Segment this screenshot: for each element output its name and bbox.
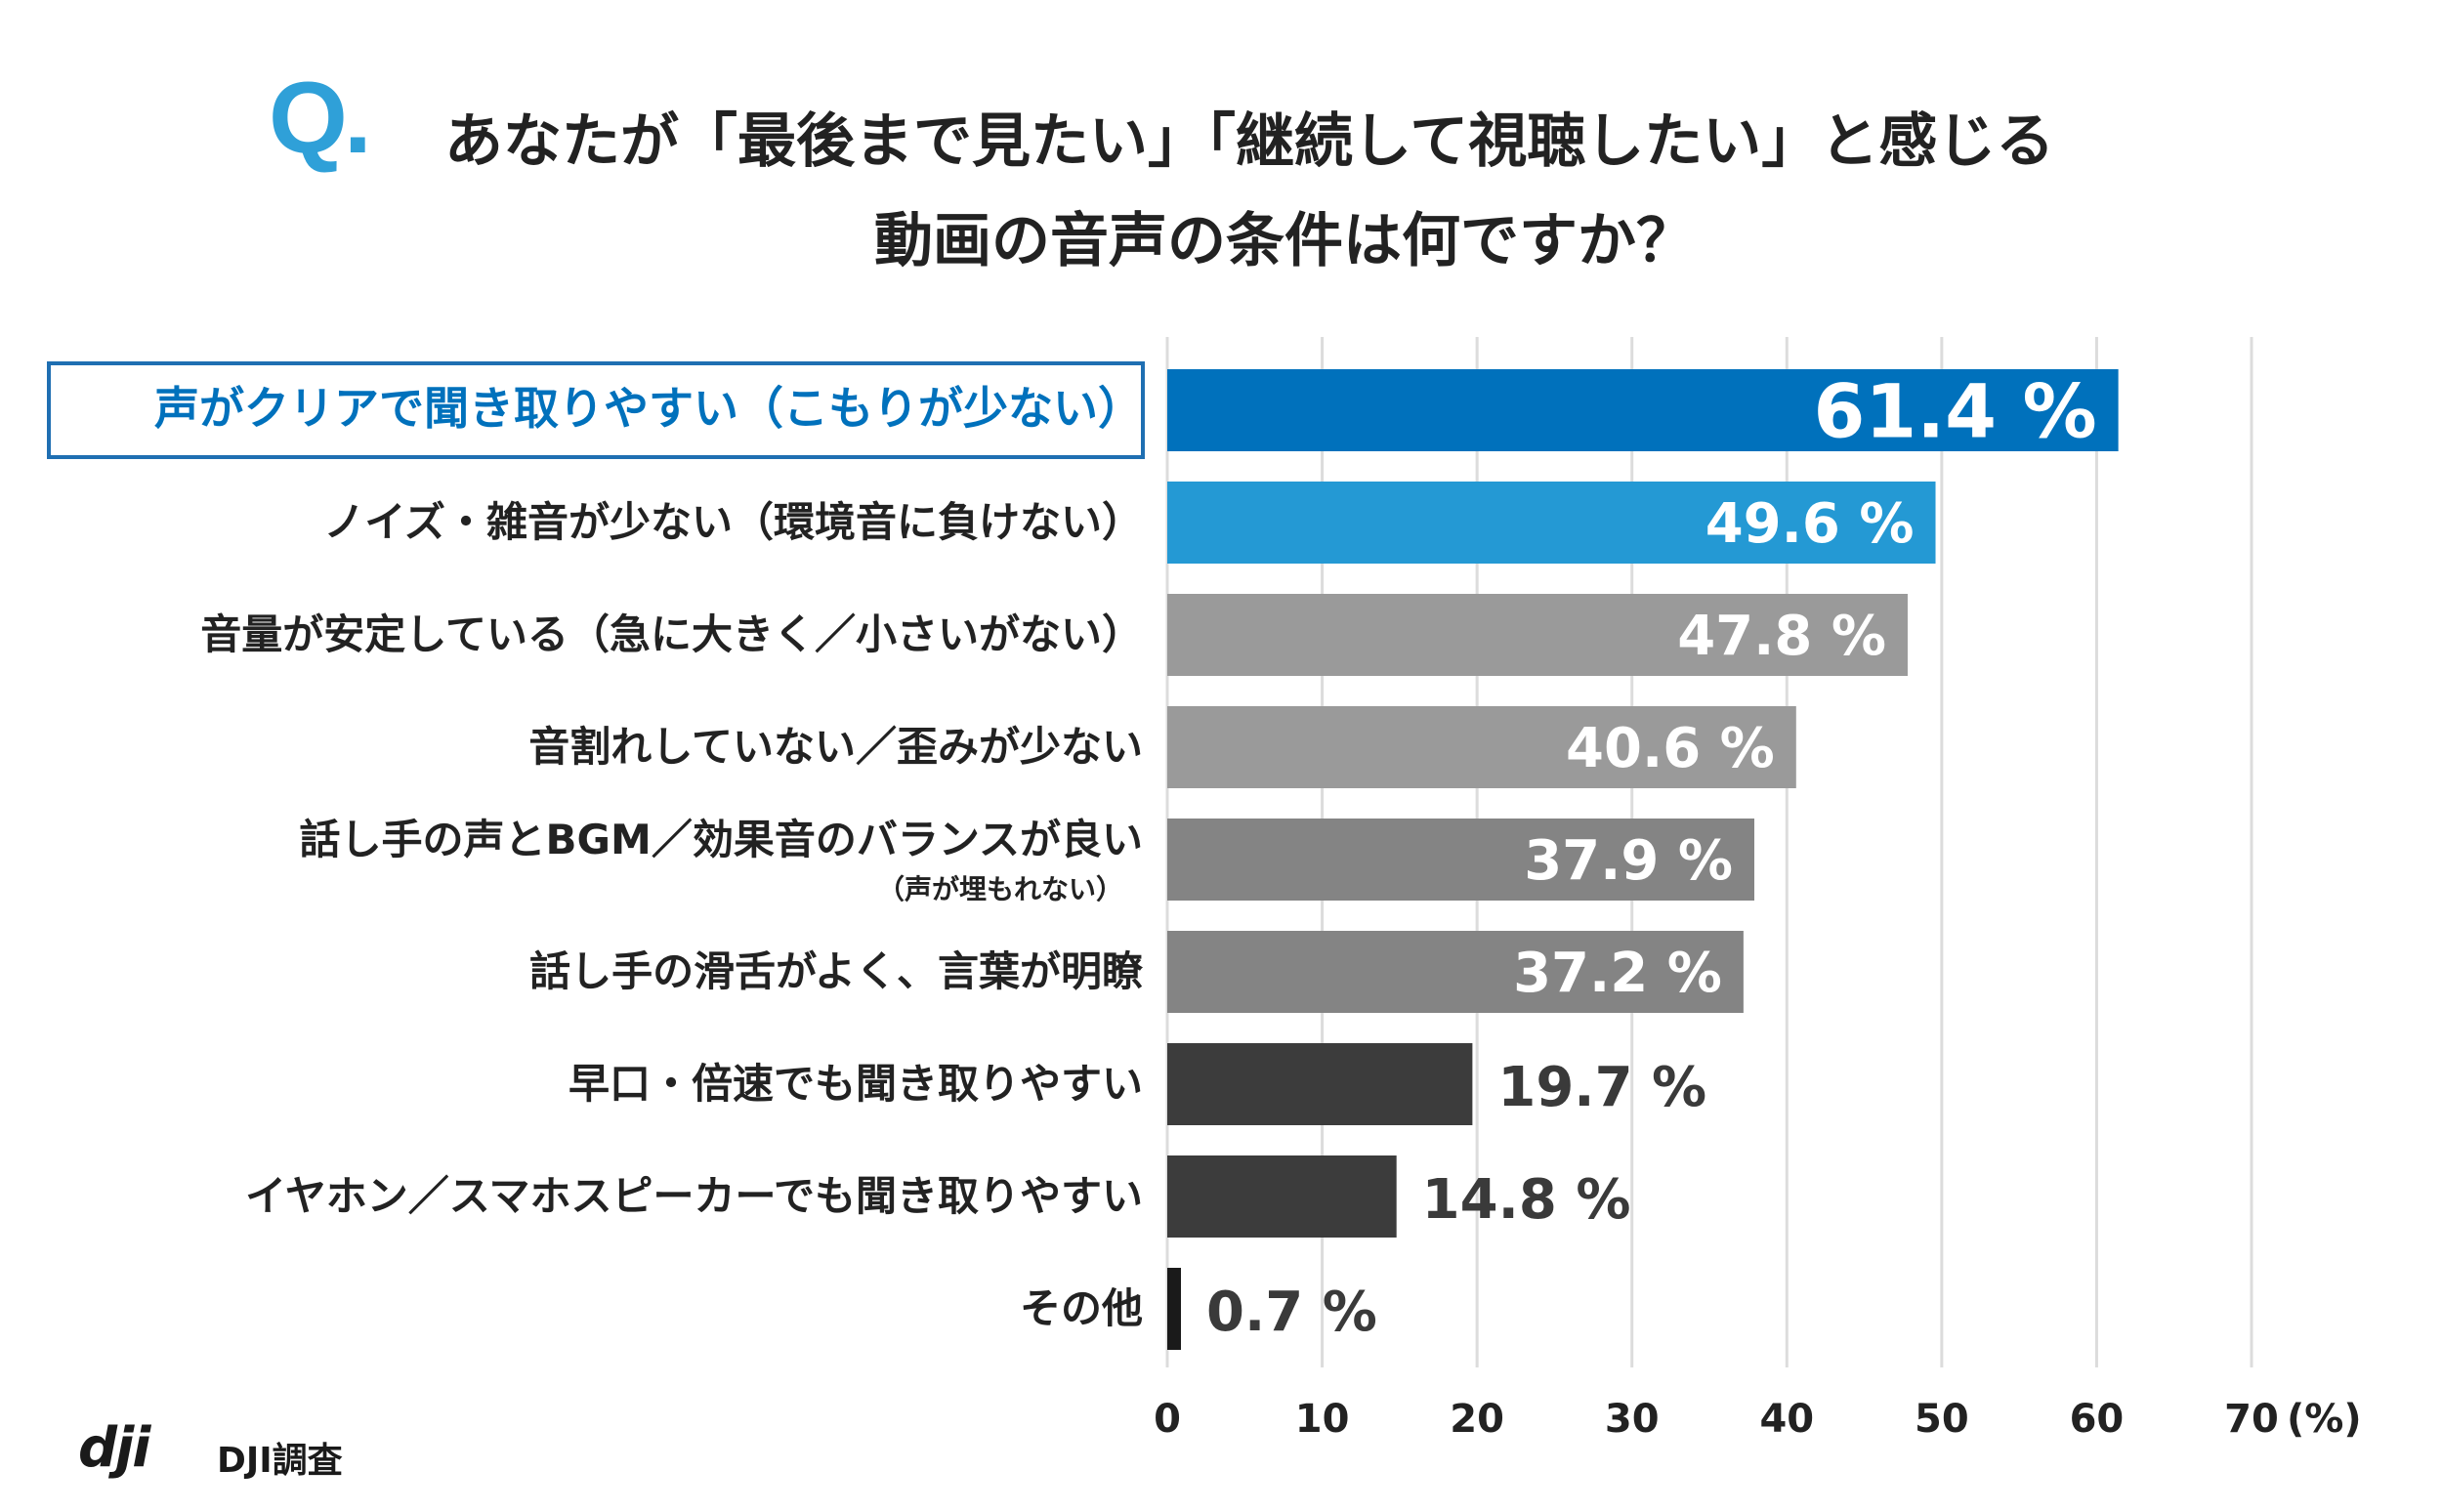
x-tick-label: 60 [2070, 1397, 2125, 1442]
chart-title-line-1: あなたが「最後まで見たい」「継続して視聴したい」と感じる [444, 107, 2055, 176]
bar [1167, 1155, 1397, 1238]
x-tick-label: 10 [1295, 1397, 1350, 1442]
value-label: 47.8 % [1677, 605, 1886, 668]
value-label: 19.7 % [1497, 1056, 1706, 1119]
x-tick-label: 30 [1605, 1397, 1660, 1442]
category-sublabel: （声が埋もれない） [877, 873, 1123, 905]
bar [1167, 931, 1744, 1013]
question-mark: Q. [269, 62, 372, 175]
value-label: 14.8 % [1422, 1168, 1631, 1232]
bar [1167, 482, 1936, 564]
value-label: 49.6 % [1705, 492, 1915, 556]
highlight-frame [47, 361, 1145, 459]
value-label: 40.6 % [1566, 717, 1775, 780]
x-unit-label: (%) [2287, 1397, 2362, 1442]
category-label: 音割れしていない／歪みが少ない [528, 723, 1143, 771]
source-label: DJI調査 [217, 1441, 343, 1481]
category-label: 話し手の滑舌がよく、言葉が明瞭 [529, 947, 1144, 995]
value-label: 61.4 % [1814, 367, 2097, 454]
value-label: 0.7 % [1206, 1281, 1377, 1344]
bar [1167, 1268, 1181, 1350]
x-tick-label: 70 [2224, 1397, 2279, 1442]
category-label: 音量が安定している（急に大きく／小さいがない） [200, 610, 1143, 658]
dji-logo: dji [78, 1416, 150, 1480]
value-label: 37.9 % [1524, 829, 1733, 893]
category-label: 早口・倍速でも聞き取りやすい [568, 1060, 1143, 1108]
bar [1167, 594, 1908, 676]
bar [1167, 369, 2119, 451]
x-tick-label: 40 [1759, 1397, 1814, 1442]
x-tick-label: 0 [1154, 1397, 1181, 1442]
bar [1167, 819, 1754, 901]
category-label: ノイズ・雑音が少ない（環境音に負けない） [323, 498, 1143, 546]
value-label: 37.2 % [1513, 942, 1722, 1005]
category-label: イヤホン／スマホスピーカーでも聞き取りやすい [245, 1172, 1143, 1220]
category-label: 話し手の声とBGM／効果音のバランスが良い [300, 816, 1143, 863]
bar [1167, 706, 1796, 788]
category-label: その他 [1020, 1284, 1143, 1332]
x-tick-label: 50 [1915, 1397, 1969, 1442]
category-label: 声がクリアで聞き取りやすい（こもりが少ない） [154, 382, 1143, 435]
bar [1167, 1043, 1473, 1125]
chart-title-line-2: 動画の音声の条件は何ですか？ [874, 207, 1695, 275]
x-tick-label: 20 [1450, 1397, 1504, 1442]
